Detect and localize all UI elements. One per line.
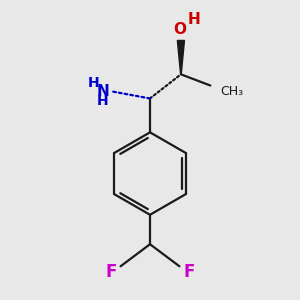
Text: CH₃: CH₃: [220, 85, 243, 98]
Text: N: N: [97, 84, 109, 99]
Text: H: H: [88, 76, 100, 90]
Text: F: F: [105, 262, 117, 280]
Polygon shape: [177, 40, 184, 74]
Text: F: F: [183, 262, 195, 280]
Text: H: H: [97, 94, 109, 107]
Text: O: O: [173, 22, 186, 37]
Text: H: H: [188, 12, 200, 27]
